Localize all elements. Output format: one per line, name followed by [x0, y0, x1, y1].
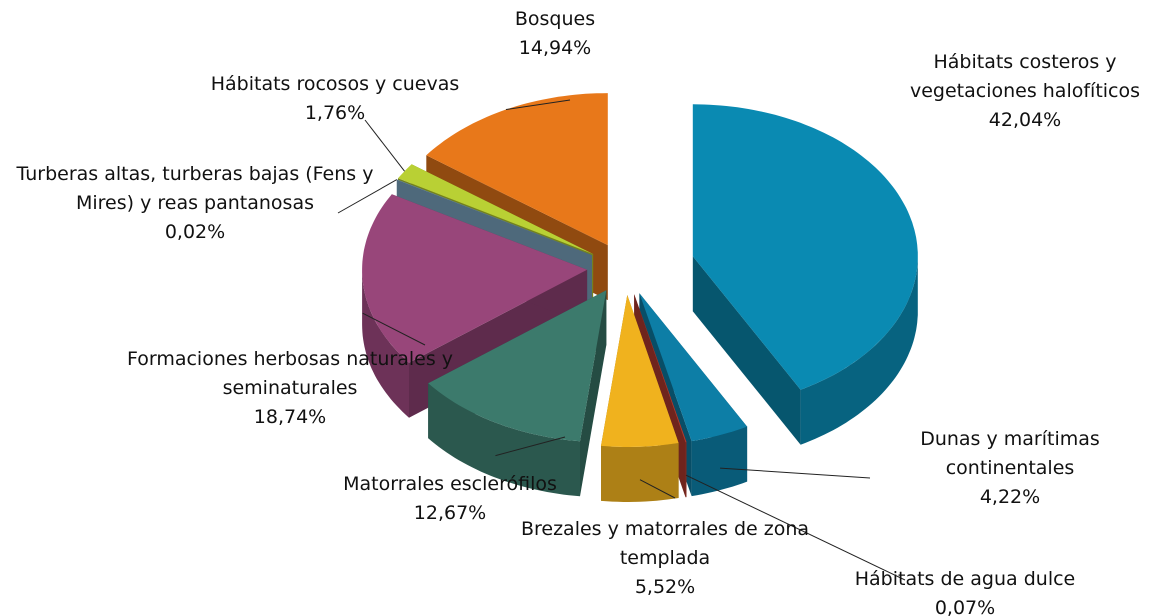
value-label: 1,76%	[304, 102, 366, 124]
slice-label: Hábitats rocosos y cuevas 1,76%	[165, 70, 505, 128]
value-label: 14,94%	[518, 37, 592, 59]
slice-top	[396, 179, 592, 256]
category-label: Dunas y marítimas continentales	[920, 428, 1100, 479]
category-label: Matorrales esclerófilos	[343, 473, 557, 495]
slice-top	[428, 290, 607, 442]
slice-top	[692, 104, 918, 390]
leader-line	[505, 99, 571, 111]
slice-label: Formaciones herbosas naturales y seminat…	[125, 345, 455, 432]
category-label: Bosques	[514, 8, 596, 30]
slice	[692, 104, 918, 445]
slice-label: Turberas altas, turberas bajas (Fens y M…	[0, 160, 395, 247]
slice-cut-wall	[692, 256, 801, 445]
slice-top	[362, 194, 588, 363]
slice-top	[398, 164, 594, 254]
slice-side	[362, 269, 409, 418]
leader-line	[362, 312, 426, 346]
value-label: 18,74%	[253, 406, 327, 428]
slice-top	[634, 294, 687, 443]
leader-line	[364, 119, 405, 172]
value-label: 4,22%	[979, 486, 1041, 508]
slice-top	[426, 93, 608, 246]
value-label: 12,67%	[413, 502, 487, 524]
slice-side	[601, 443, 679, 502]
category-label: Hábitats rocosos y cuevas	[210, 73, 460, 95]
value-label: 5,52%	[634, 576, 696, 598]
leader-line	[720, 467, 871, 479]
category-label: Formaciones herbosas naturales y seminat…	[126, 348, 453, 399]
leader-line	[337, 179, 398, 214]
category-label: Turberas altas, turberas bajas (Fens y M…	[16, 163, 374, 214]
value-label: 0,07%	[934, 597, 996, 616]
leader-line	[639, 479, 676, 499]
slice-side	[691, 426, 748, 497]
value-label: 42,04%	[988, 109, 1062, 131]
slice-label: Bosques 14,94%	[455, 5, 655, 63]
category-label: Brezales y matorrales de zona templada	[520, 518, 810, 569]
slice-label: Dunas y marítimas continentales 4,22%	[880, 425, 1140, 512]
category-label: Hábitats de agua dulce	[854, 568, 1076, 590]
slice-side	[685, 442, 687, 498]
slice-top	[639, 293, 748, 442]
slice-label: Hábitats de agua dulce 0,07%	[820, 565, 1110, 616]
slice-top	[601, 295, 679, 447]
slice-side	[800, 256, 918, 445]
leader-line	[685, 474, 906, 581]
slice-label: Matorrales esclerófilos 12,67%	[300, 470, 600, 528]
category-label: Hábitats costeros y vegetaciones halofít…	[909, 51, 1141, 102]
slice-label: Hábitats costeros y vegetaciones halofít…	[875, 48, 1175, 135]
slice-label: Brezales y matorrales de zona templada 5,…	[515, 515, 815, 602]
value-label: 0,02%	[164, 221, 226, 243]
slice-side	[428, 383, 580, 497]
slice	[428, 290, 607, 497]
leader-line	[495, 436, 566, 457]
slice	[601, 295, 679, 502]
